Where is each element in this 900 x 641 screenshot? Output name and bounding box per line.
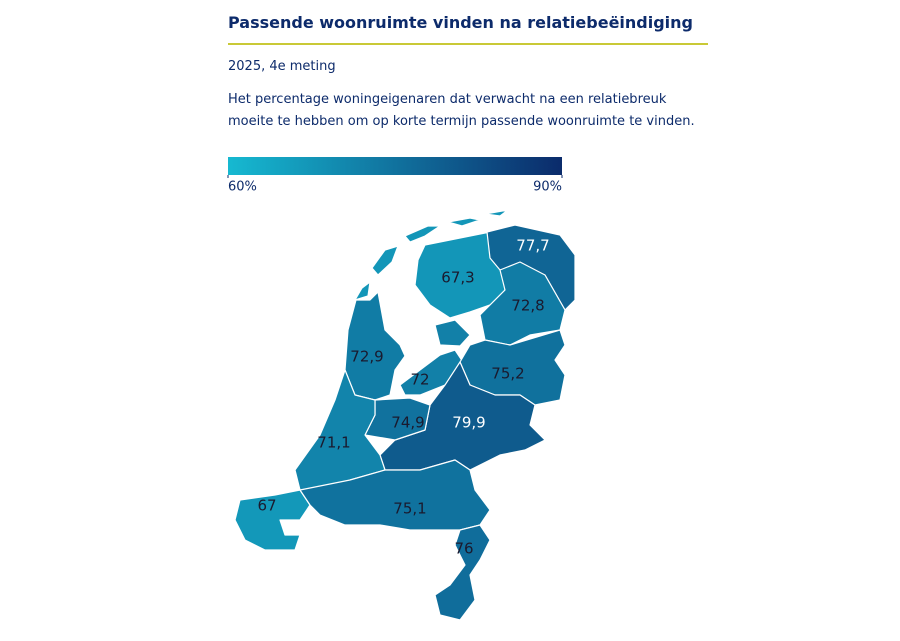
region-label: 79,9 [452,414,485,432]
region-label: 72,9 [350,348,383,366]
region [354,209,509,319]
title-rule [228,43,708,45]
chart-description: Het percentage woningeigenaren dat verwa… [228,92,695,129]
region-label: 67 [257,497,276,515]
region-label: 74,9 [391,414,424,432]
region-label: 71,1 [317,434,350,452]
region [344,291,406,401]
legend-label: 60% [228,180,257,195]
region-label: 72,8 [511,297,544,315]
chart-subtitle: 2025, 4e meting [228,59,336,74]
region [434,524,491,621]
region-label: 67,3 [441,269,474,287]
region-label: 75,2 [491,365,524,383]
chart-title: Passende woonruimte vinden na relatiebeë… [228,13,694,32]
legend-label: 90% [533,180,562,195]
regions [234,209,576,621]
region-label: 75,1 [393,500,426,518]
region-label: 72 [410,371,429,389]
header: Passende woonruimte vinden na relatiebeë… [228,10,708,133]
legend-gradient [228,157,562,175]
region-label: 76 [454,540,473,558]
region-label: 77,7 [516,237,549,255]
region [479,261,566,346]
